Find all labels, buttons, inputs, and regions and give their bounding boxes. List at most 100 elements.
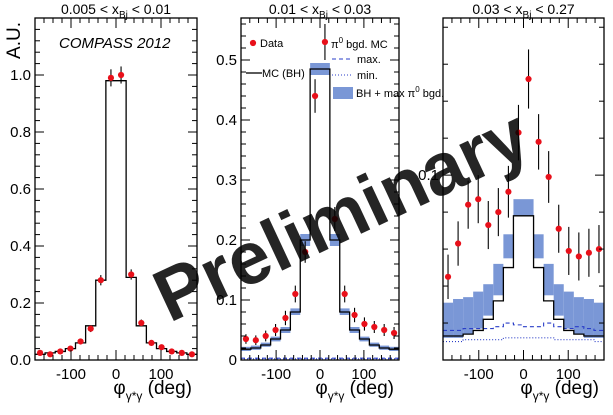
title-text: 0.01 < x <box>269 1 319 17</box>
data-point <box>331 215 338 223</box>
x-tick-label: 100 <box>556 366 581 383</box>
data-point <box>77 338 84 345</box>
legend-max-label: max. <box>357 54 381 66</box>
y-tick-label: 0.4 <box>10 238 31 255</box>
data-point <box>525 75 532 83</box>
y-tick-label: 0.0 <box>10 352 31 369</box>
legend-pi0-title: π0 bgd. MC <box>331 36 388 51</box>
experiment-annotation: COMPASS 2012 <box>59 35 171 52</box>
band-bin <box>533 234 544 259</box>
title-text: < 0.01 <box>128 1 171 17</box>
y-tick-label: 0.5 <box>216 52 237 69</box>
data-point <box>505 188 512 195</box>
band-bin <box>583 298 594 338</box>
legend-data-marker <box>249 39 257 47</box>
title-subscript: Bj <box>523 10 532 21</box>
band-bin <box>453 298 464 338</box>
x-axis-symbol: φ <box>113 378 125 399</box>
band-bin <box>523 199 534 216</box>
band-bin <box>483 284 494 316</box>
data-point <box>311 92 319 100</box>
x-tick-label: -100 <box>261 366 291 383</box>
pi0-max-line <box>443 322 604 331</box>
band-bin <box>563 291 574 329</box>
y-tick-label: 0.4 <box>216 112 237 129</box>
title-text: 0.005 < x <box>61 1 119 17</box>
data-point <box>47 351 54 358</box>
data-point <box>272 326 279 334</box>
x-tick-label: 100 <box>351 366 376 383</box>
legend-data-label: Data <box>260 38 284 50</box>
band-bin <box>503 234 514 259</box>
chart-panel-1: 0.0 0.2 0.4 0.6 0.8 1.0 -100 0 100 0.005 < xBj < … <box>4 1 198 403</box>
x-axis-unit: (deg) <box>142 378 192 399</box>
data-point <box>138 319 145 327</box>
data-point <box>117 71 125 79</box>
data-point <box>321 38 329 46</box>
title-text: 0.03 < x <box>472 1 522 17</box>
data-point <box>292 290 299 298</box>
legend-band-sup: 0 <box>415 85 420 94</box>
y-axis-label: A.U. <box>4 22 25 59</box>
data-point <box>341 290 348 298</box>
legend-pi0-symbol: π <box>331 39 339 51</box>
x-axis-label: φγ*γ (deg) <box>113 378 192 403</box>
band-bin <box>573 297 584 335</box>
y-tick-label: 0.8 <box>10 124 31 141</box>
y-tick-label: 0.2 <box>10 295 31 312</box>
data-point <box>555 225 562 232</box>
x-axis-unit: (deg) <box>344 378 394 399</box>
x-axis-unit: (deg) <box>549 378 599 399</box>
x-tick-label: -100 <box>56 366 86 383</box>
data-point <box>545 173 552 181</box>
data-point <box>252 337 259 344</box>
data-point <box>158 344 165 351</box>
legend: Data MC (BH) π0 bgd. MC max. min. BH + max π0… <box>246 36 444 100</box>
title-subscript: Bj <box>119 10 128 21</box>
data-point <box>87 325 94 332</box>
data-point <box>381 326 388 334</box>
data-point <box>97 277 104 284</box>
data-point <box>495 209 502 216</box>
chart-panel-3: 0.1 -100 0 100 0.03 < xBj < 0.27 φγ*γ (deg) <box>418 1 605 403</box>
data-point <box>351 311 358 319</box>
data-point <box>390 329 398 337</box>
data-point <box>565 247 572 255</box>
mc-bh-histogram <box>241 68 399 350</box>
data-point <box>535 138 542 145</box>
band-bin <box>463 297 474 335</box>
data-point <box>107 74 115 81</box>
data-point <box>188 351 196 358</box>
legend-band-text: bgd. <box>420 88 444 100</box>
legend-band-text: BH + max π <box>356 88 416 100</box>
data-point <box>575 253 582 260</box>
band-bin <box>543 263 554 296</box>
y-tick-label: 0.6 <box>10 181 31 198</box>
y-tick-label: 0.3 <box>216 172 237 189</box>
legend-band-swatch <box>333 87 353 99</box>
x-tick-label: 100 <box>148 366 173 383</box>
x-axis-subscript: γ*γ <box>328 389 345 403</box>
data-point <box>371 323 378 331</box>
data-point <box>465 201 472 208</box>
y-tick-label: 0.1 <box>418 167 439 184</box>
data-point <box>515 129 522 136</box>
panel-title: 0.005 < xBj < 0.01 <box>61 1 171 21</box>
x-tick-label: 0 <box>316 366 324 383</box>
y-tick-label: 0.2 <box>216 232 237 249</box>
panel-title: 0.03 < xBj < 0.27 <box>472 1 575 21</box>
data-point <box>242 335 250 343</box>
data-point <box>168 348 175 355</box>
panel-title: 0.01 < xBj < 0.03 <box>269 1 372 21</box>
title-text: < 0.03 <box>328 1 371 17</box>
plot-area <box>443 49 604 343</box>
legend-min-label: min. <box>357 70 378 82</box>
x-axis-symbol: φ <box>315 378 327 399</box>
title-text: < 0.27 <box>531 1 574 17</box>
pi0-min-line <box>443 337 604 343</box>
x-tick-label: 0 <box>112 366 120 383</box>
legend-mc-label: MC (BH) <box>262 68 305 80</box>
data-point <box>361 320 368 328</box>
x-axis-subscript: γ*γ <box>126 389 143 403</box>
plot-area <box>35 66 197 358</box>
